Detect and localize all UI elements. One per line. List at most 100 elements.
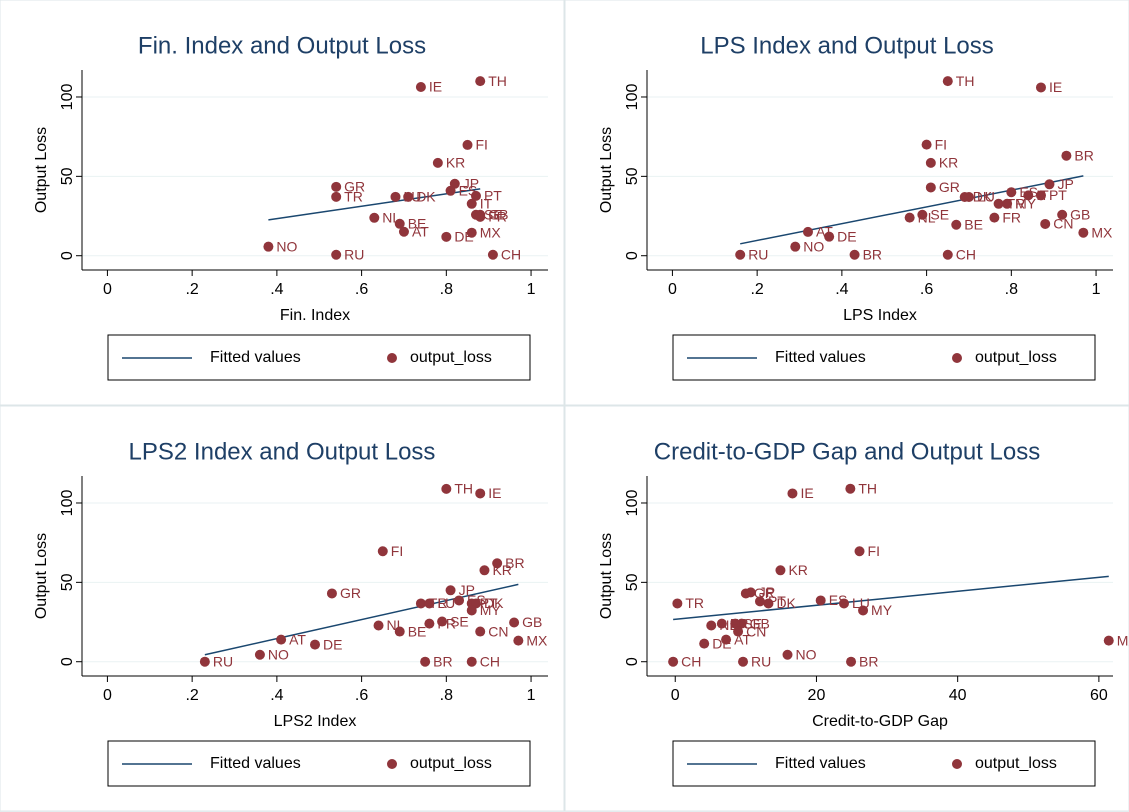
fitted-line xyxy=(673,575,1109,621)
point xyxy=(470,190,481,201)
point-label: MX xyxy=(1117,632,1129,648)
point xyxy=(672,598,683,609)
chart-title: LPS Index and Output Loss xyxy=(700,32,994,59)
point xyxy=(951,219,962,230)
point xyxy=(782,649,793,660)
point xyxy=(441,483,452,494)
point xyxy=(326,588,337,599)
point-label: FR xyxy=(488,209,507,225)
x-axis-label: Fin. Index xyxy=(280,307,350,324)
point xyxy=(858,605,869,616)
point-label: BR xyxy=(433,653,452,669)
x-tick-label: 1 xyxy=(527,687,536,704)
point-label: GB xyxy=(522,614,542,630)
panel: Credit-to-GDP Gap and Output Loss 0 50 100 0… xyxy=(564,405,1129,812)
x-tick-label: 20 xyxy=(808,687,826,704)
point xyxy=(420,656,431,667)
point-label: GR xyxy=(939,179,960,195)
point xyxy=(989,212,1000,223)
point xyxy=(415,598,426,609)
legend-label: Fitted values xyxy=(210,349,301,366)
point xyxy=(763,598,774,609)
point-label: KR xyxy=(446,155,465,171)
x-tick-label: .2 xyxy=(185,281,198,298)
point xyxy=(1078,227,1089,238)
point xyxy=(331,249,342,260)
point xyxy=(736,618,747,629)
point-label: BE xyxy=(408,623,427,639)
legend-label: Fitted values xyxy=(210,755,301,772)
point xyxy=(845,483,856,494)
x-tick-label: .8 xyxy=(440,281,453,298)
point-label: PT xyxy=(480,595,498,611)
point xyxy=(917,209,928,220)
point-label: IE xyxy=(1049,79,1062,95)
point xyxy=(509,617,520,628)
legend-label: output_loss xyxy=(410,755,492,772)
point xyxy=(1035,190,1046,201)
point xyxy=(993,198,1004,209)
point-label: GR xyxy=(340,585,361,601)
point xyxy=(424,598,435,609)
point-label: DK xyxy=(973,189,993,205)
point-label: DE xyxy=(712,635,731,651)
point-label: PT xyxy=(1049,187,1067,203)
point-label: CN xyxy=(1053,216,1073,232)
point xyxy=(445,585,456,596)
legend-marker xyxy=(387,759,397,769)
point xyxy=(733,626,744,637)
point-label: BE xyxy=(964,216,983,232)
point xyxy=(445,185,456,196)
point-label: TH xyxy=(454,481,473,497)
point-label: CH xyxy=(501,246,521,262)
point-label: SE xyxy=(743,615,762,631)
point-label: KR xyxy=(939,155,958,171)
point-label: NO xyxy=(803,238,824,254)
point xyxy=(394,218,405,229)
x-tick-label: 40 xyxy=(949,687,967,704)
point xyxy=(854,546,865,557)
point xyxy=(466,605,477,616)
point-label: MX xyxy=(526,632,548,648)
point-label: GB xyxy=(1070,206,1090,222)
point-label: MY xyxy=(871,602,893,618)
point xyxy=(310,639,320,650)
point xyxy=(398,226,409,237)
x-tick-label: .8 xyxy=(440,687,453,704)
point-label: TH xyxy=(488,73,507,89)
point xyxy=(1044,179,1055,190)
point xyxy=(942,249,953,260)
point-label: IE xyxy=(429,79,442,95)
point-label: NO xyxy=(796,646,817,662)
chart-title: Fin. Index and Output Loss xyxy=(138,32,426,59)
x-tick-label: 60 xyxy=(1090,687,1108,704)
point xyxy=(838,598,849,609)
point xyxy=(441,231,452,242)
legend-label: output_loss xyxy=(410,349,492,366)
point xyxy=(846,656,857,667)
point-label: MY xyxy=(480,602,502,618)
point-label: DE xyxy=(323,636,342,652)
point xyxy=(904,212,915,223)
point-label: TH xyxy=(858,480,877,496)
y-tick-label: 100 xyxy=(624,490,641,517)
point xyxy=(479,565,490,576)
point-label: IE xyxy=(488,485,501,501)
x-axis-label: LPS2 Index xyxy=(274,713,357,730)
point xyxy=(424,618,435,629)
point-label: FR xyxy=(1002,209,1021,225)
chart-title: LPS2 Index and Output Loss xyxy=(129,438,436,465)
point-label: GR xyxy=(344,179,365,195)
y-tick-label: 50 xyxy=(59,167,76,185)
point-label: TR xyxy=(1007,196,1026,212)
point xyxy=(462,139,473,150)
point-label: RU xyxy=(344,246,364,262)
panel: Fin. Index and Output Loss 0 50 100 0 .2 .4 .6.… xyxy=(0,0,565,406)
x-tick-label: .2 xyxy=(185,687,198,704)
point-label: FI xyxy=(391,543,403,559)
point xyxy=(487,249,498,260)
point-label: MX xyxy=(480,224,502,240)
point xyxy=(466,227,477,238)
